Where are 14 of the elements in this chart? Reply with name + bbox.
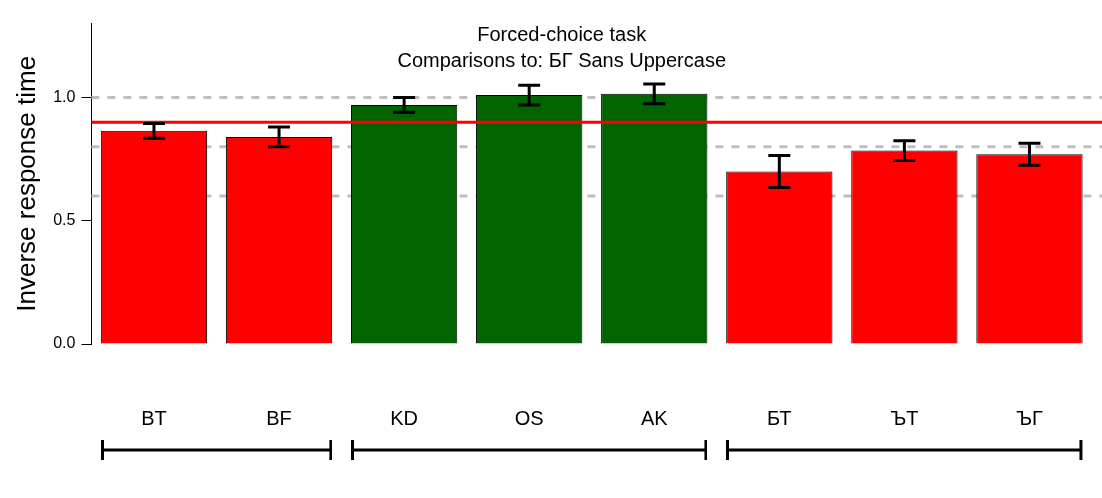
x-tick-label: AK [640,406,669,429]
chart-title: Forced-choice task [477,23,648,46]
x-tick-label: ЪТ [890,406,919,429]
y-tick-label: 0.0 [53,334,76,352]
x-tick-label: KD [390,406,419,429]
text: Comparisons to: БГ Sans Uppercase [397,49,726,72]
y-tick-label: 0.5 [53,211,76,229]
x-tick-label: OS [514,406,544,429]
x-tick-label: BF [266,406,292,429]
x-tick-label: БТ [767,406,792,429]
y-tick-label: 1.0 [53,87,76,105]
x-tick-label: ЪГ [1016,406,1043,429]
y-axis-title: Inverse response time [10,55,41,312]
x-tick-label: BT [141,406,167,429]
